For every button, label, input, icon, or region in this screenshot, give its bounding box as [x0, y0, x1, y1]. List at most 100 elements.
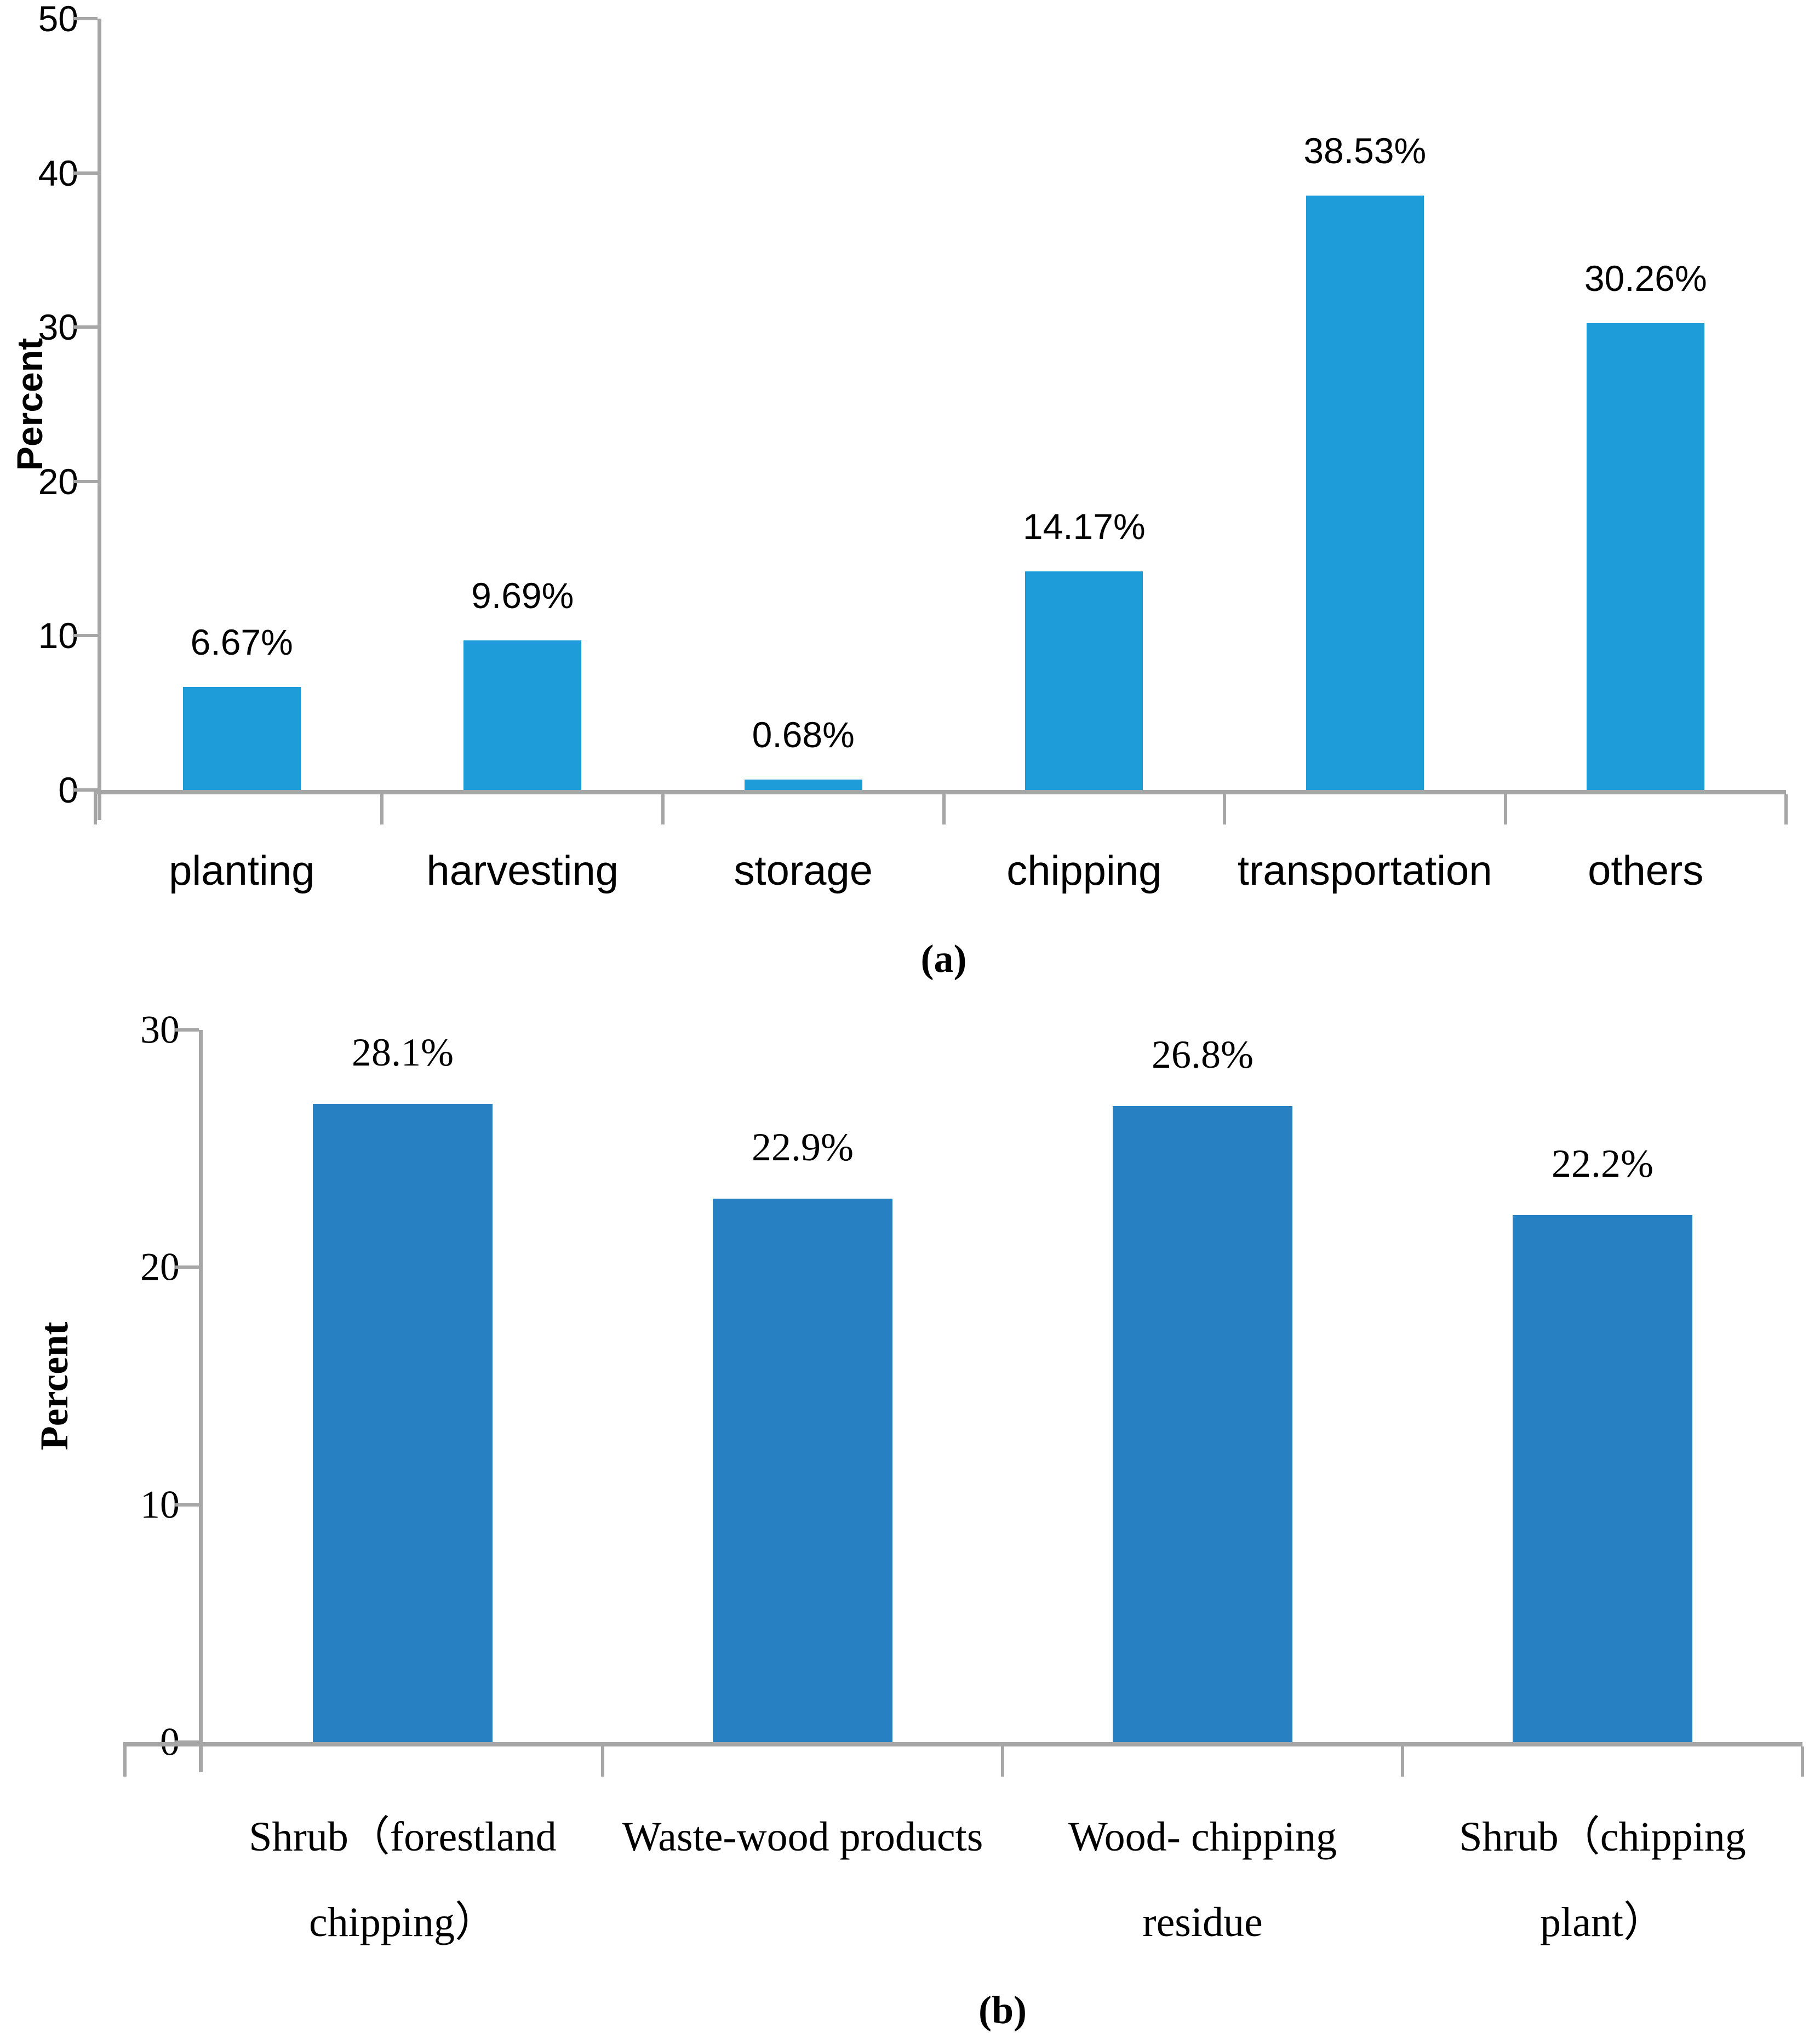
category-label: Wood- chipping residue	[1003, 1795, 1403, 1966]
category-label: harvesting	[382, 845, 663, 897]
chart-b-x-axis-line	[123, 1742, 1802, 1746]
x-boundary-tick	[942, 794, 946, 824]
y-tick-mark	[74, 171, 98, 175]
bar-value-label: 22.9%	[752, 1125, 854, 1169]
bar-value-label: 9.69%	[471, 575, 574, 616]
bar-column: 30.26%	[1506, 19, 1787, 790]
bar-value-label: 6.67%	[190, 622, 293, 663]
category-label-line: Shrub（forestland	[249, 1814, 557, 1860]
y-tick-label: 30	[38, 307, 78, 348]
bar-value-label: 26.8%	[1152, 1032, 1254, 1076]
y-tick-mark	[74, 634, 98, 638]
category-label-line: Waste-wood products	[622, 1814, 983, 1860]
y-tick-label: 40	[38, 152, 78, 193]
y-tick-label: 50	[38, 0, 78, 39]
x-boundary-tick	[123, 1746, 127, 1777]
chart-a-plot-area: 6.67% 9.69% 0.68% 14.17% 38.53% 30.26%	[74, 17, 1788, 824]
category-label-line: storage	[734, 847, 873, 894]
category-label-line: harvesting	[426, 847, 619, 894]
bar-value-label: 30.26%	[1584, 257, 1707, 299]
x-boundary-tick	[380, 794, 384, 824]
category-label-line: others	[1588, 847, 1704, 894]
y-tick-mark	[175, 1740, 199, 1744]
bar	[744, 779, 862, 790]
y-tick-label: 10	[38, 615, 78, 656]
category-label-line: planting	[169, 847, 315, 894]
bar	[712, 1198, 893, 1742]
x-boundary-tick	[601, 1746, 604, 1777]
x-boundary-tick	[1503, 794, 1507, 824]
y-tick-label: 10	[140, 1482, 180, 1527]
bar-column: 28.1%	[203, 1030, 603, 1742]
x-boundary-tick	[661, 794, 665, 824]
category-label-line: Wood- chipping	[1068, 1814, 1337, 1860]
category-label-line: chipping	[1006, 847, 1162, 894]
chart-b-y-axis-line	[199, 1030, 203, 1772]
bar	[1306, 196, 1424, 790]
bar	[182, 687, 301, 790]
bar	[312, 1104, 493, 1742]
bar-value-label: 14.17%	[1022, 506, 1146, 547]
category-label-line: transportation	[1237, 847, 1492, 894]
chart-b-below-axis: Shrub（forestland chipping） Waste-wood prod…	[203, 1795, 1802, 2033]
bar-column: 9.69%	[382, 19, 663, 790]
chart-a-x-axis-line	[94, 790, 1786, 794]
y-tick-label: 30	[140, 1007, 180, 1052]
category-label: storage	[663, 845, 944, 897]
bar	[1112, 1106, 1293, 1742]
bar-column: 22.9%	[603, 1030, 1003, 1742]
bar-column: 0.68%	[663, 19, 944, 790]
chart-a-y-axis-title: Percent	[9, 337, 50, 471]
chart-b-plot-area: 28.1% 22.9% 26.8% 22.2%	[123, 1028, 1804, 1777]
bar	[1587, 323, 1705, 790]
y-tick-mark	[175, 1028, 199, 1032]
chart-b-category-labels: Shrub（forestland chipping） Waste-wood prod…	[203, 1795, 1802, 1966]
x-boundary-tick	[94, 794, 97, 824]
bar	[1512, 1215, 1693, 1742]
y-tick-mark	[175, 1265, 199, 1269]
x-boundary-tick	[1001, 1746, 1004, 1777]
y-tick-label: 20	[38, 461, 78, 502]
category-label: Shrub（forestland chipping）	[203, 1795, 603, 1966]
chart-a-y-gutter: Percent 0 10 20 30 40 50	[0, 0, 101, 810]
category-label: chipping	[944, 845, 1225, 897]
chart-b-bars: 28.1% 22.9% 26.8% 22.2%	[203, 1030, 1802, 1742]
y-tick-label: 20	[140, 1245, 180, 1289]
bar-column: 22.2%	[1403, 1030, 1802, 1742]
y-tick-mark	[74, 788, 98, 792]
chart-b-caption: (b)	[978, 1988, 1027, 2032]
category-label-line: Shrub（chipping	[1459, 1814, 1746, 1860]
bar-column: 38.53%	[1224, 19, 1506, 790]
category-label-line: chipping）	[309, 1899, 496, 1945]
chart-a-y-axis-line	[98, 19, 101, 820]
x-boundary-tick	[1784, 794, 1788, 824]
chart-a-row: Percent 0 10 20 30 40 50 6.67% 9.69% 0.68% 14.17…	[0, 0, 1788, 824]
bar-column: 6.67%	[101, 19, 382, 790]
bar-value-label: 28.1%	[352, 1030, 454, 1074]
y-tick-mark	[74, 325, 98, 329]
chart-a-category-labels: planting harvesting storage chipping transpo…	[101, 845, 1786, 897]
category-label: Shrub（chipping plant）	[1403, 1795, 1802, 1966]
category-label-line: residue	[1142, 1899, 1263, 1945]
category-label: others	[1506, 845, 1787, 897]
bar-value-label: 38.53%	[1303, 130, 1427, 171]
bar	[1025, 571, 1143, 790]
bar	[463, 640, 582, 790]
category-label-line: plant）	[1540, 1899, 1665, 1945]
bar-value-label: 22.2%	[1552, 1142, 1653, 1186]
y-tick-mark	[74, 479, 98, 483]
chart-a-below-axis: planting harvesting storage chipping transpo…	[101, 845, 1786, 982]
bar-column: 14.17%	[944, 19, 1225, 790]
x-boundary-tick	[1222, 794, 1226, 824]
bar-column: 26.8%	[1003, 1030, 1403, 1742]
y-tick-mark	[74, 17, 98, 20]
x-boundary-tick	[1801, 1746, 1804, 1777]
chart-a: Percent 0 10 20 30 40 50 6.67% 9.69% 0.68% 14.17…	[0, 0, 1820, 982]
y-tick-mark	[175, 1503, 199, 1507]
chart-a-caption: (a)	[920, 937, 967, 981]
chart-b-y-axis-title: Percent	[32, 1321, 76, 1451]
